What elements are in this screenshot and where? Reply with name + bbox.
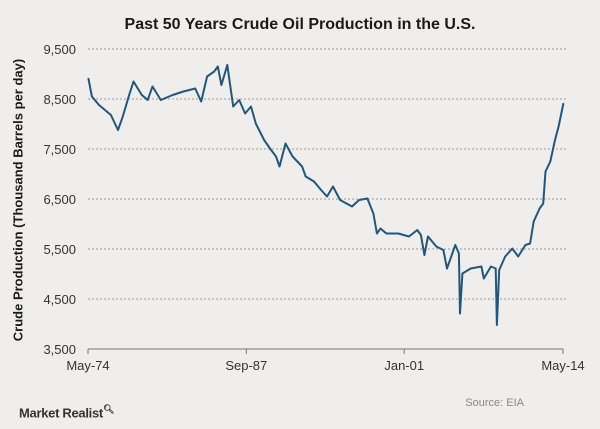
y-tick-label: 8,500 (43, 92, 76, 107)
data-point (423, 254, 426, 256)
data-point (171, 94, 174, 96)
data-point (332, 185, 334, 188)
data-point (232, 105, 235, 108)
data-point (554, 139, 556, 141)
data-point (339, 199, 341, 201)
data-point (151, 85, 154, 88)
data-point (454, 244, 457, 246)
magnifier-icon: 🔍︎ (102, 404, 115, 414)
data-point (117, 129, 119, 131)
data-point (379, 227, 382, 230)
data-point (320, 189, 322, 191)
data-point (358, 199, 360, 201)
production-line (87, 64, 565, 326)
data-point (98, 104, 100, 106)
data-point (511, 247, 514, 250)
data-point (416, 229, 419, 231)
data-point (238, 99, 240, 101)
data-point (182, 90, 185, 93)
data-point (87, 77, 90, 80)
data-point (132, 80, 135, 83)
y-tick-label: 7,500 (43, 142, 76, 157)
brand-text: Market Realist (19, 405, 103, 421)
data-point (549, 160, 552, 163)
data-point (446, 267, 448, 270)
chart-title: Past 50 Years Crude Oil Production in th… (124, 16, 476, 33)
data-point (269, 147, 271, 150)
data-point (397, 232, 400, 235)
data-point (244, 112, 246, 115)
data-point (480, 265, 483, 268)
data-point (557, 125, 560, 128)
data-point (458, 252, 460, 255)
data-point (529, 242, 531, 245)
data-point (213, 70, 216, 73)
data-point (442, 249, 445, 251)
data-point (420, 234, 422, 236)
data-point (254, 122, 257, 125)
data-point (304, 175, 307, 178)
x-tick-label: May-74 (66, 358, 109, 373)
source-note: Source: EIA (465, 397, 524, 409)
data-point (159, 99, 162, 101)
data-point (498, 269, 501, 271)
data-point (372, 212, 375, 215)
data-point (326, 195, 328, 198)
data-point (194, 87, 197, 90)
data-point (216, 65, 219, 68)
data-point (121, 115, 124, 118)
data-point (278, 165, 281, 168)
y-tick-label: 4,500 (43, 292, 76, 307)
data-point (127, 95, 130, 98)
data-point (544, 170, 547, 173)
market-realist-logo: Market Realist🔍︎ (19, 404, 114, 420)
data-point (376, 232, 378, 235)
y-tick-label: 6,500 (43, 192, 76, 207)
data-point (263, 139, 265, 141)
y-tick-label: 3,500 (43, 342, 76, 357)
data-point (459, 312, 461, 315)
data-point (301, 165, 303, 168)
data-point (220, 84, 223, 86)
data-point (435, 245, 438, 248)
data-point (385, 232, 388, 235)
data-point (496, 324, 498, 326)
data-point (562, 102, 565, 105)
data-point (284, 142, 287, 145)
data-point (313, 180, 315, 183)
data-point (250, 105, 252, 108)
data-point (226, 64, 229, 66)
data-point (517, 255, 520, 258)
data-point (532, 220, 535, 223)
data-point (494, 267, 497, 270)
data-point (461, 272, 464, 275)
data-point (427, 235, 429, 238)
data-point (538, 207, 541, 210)
data-point (146, 99, 149, 101)
x-tick-label: Sep-87 (225, 358, 267, 373)
data-point (542, 202, 544, 205)
data-point (469, 267, 472, 270)
data-point (408, 235, 410, 238)
data-point (366, 197, 369, 200)
data-point (91, 95, 93, 98)
data-point (482, 277, 485, 280)
data-point (110, 114, 112, 116)
data-point (140, 94, 143, 96)
x-tick-label: May-14 (541, 358, 584, 373)
data-point (351, 205, 353, 208)
data-point (504, 255, 506, 258)
data-point (490, 265, 492, 268)
data-point (291, 155, 294, 158)
data-point (206, 75, 208, 78)
x-tick-label: Jan-01 (384, 358, 424, 373)
y-tick-label: 5,500 (43, 242, 76, 257)
y-tick-label: 9,500 (43, 42, 76, 57)
data-point (524, 244, 527, 246)
data-point (275, 155, 277, 158)
data-point (200, 100, 202, 103)
